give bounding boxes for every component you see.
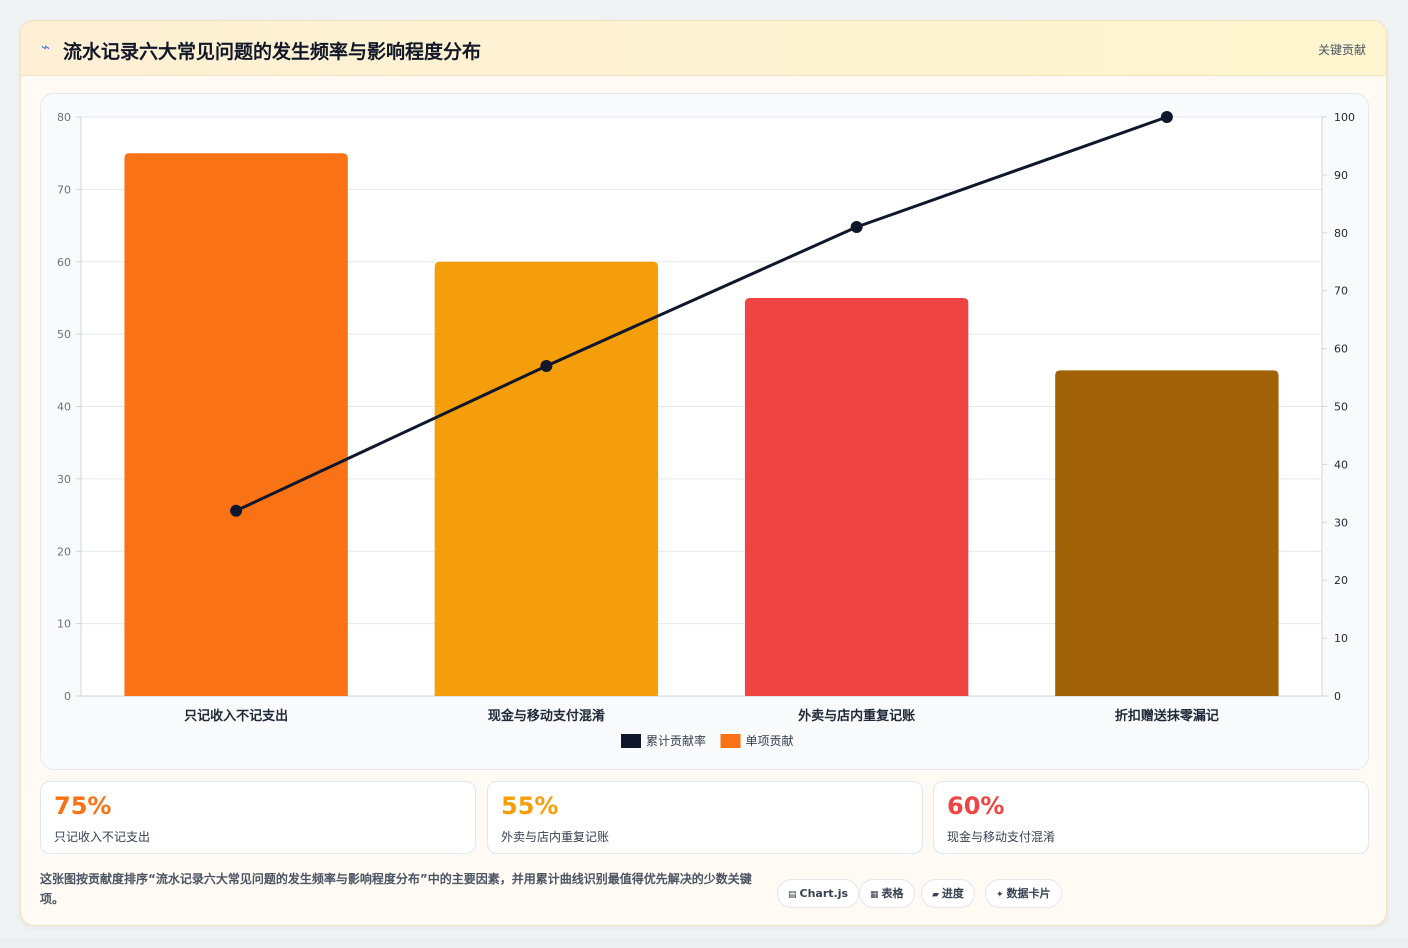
chart-container: 0 10 20 30 40 50 60 70 80 0 10 20 30 40 50 60 70 80 90 100 只…: [40, 93, 1369, 770]
stat-label: 外卖与店内重复记账: [501, 830, 610, 844]
cumulative-point: [540, 359, 553, 372]
right-tick-label: 90: [1334, 169, 1348, 182]
sparkle-icon: ✦: [996, 890, 1004, 900]
legend-swatch: [621, 734, 641, 748]
left-tick-label: 60: [57, 256, 71, 269]
card-header: ⌁ 流水记录六大常见问题的发生频率与影响程度分布 关键贡献: [21, 21, 1386, 76]
left-tick-label: 20: [57, 545, 71, 558]
left-tick-label: 10: [57, 618, 71, 631]
stat-value: 60%: [947, 792, 1005, 820]
cumulative-point: [850, 221, 863, 234]
chip-label: 进度: [941, 887, 964, 900]
header-badge: 关键贡献: [1317, 43, 1366, 57]
chip-chartjs[interactable]: ▤ Chart.js: [777, 879, 860, 908]
chart-icon: ▤: [788, 890, 797, 900]
right-tick-label: 50: [1334, 401, 1348, 414]
stat-label: 只记收入不记支出: [54, 830, 151, 844]
table-icon: ▦: [870, 890, 879, 900]
bar: [124, 153, 348, 696]
right-tick-label: 60: [1334, 343, 1348, 356]
legend-label: 累计贡献率: [646, 733, 706, 748]
bar: [744, 297, 969, 696]
chip-data-card[interactable]: ✦ 数据卡片: [985, 879, 1062, 908]
legend-swatch: [720, 734, 741, 748]
bar: [434, 261, 659, 696]
left-tick-label: 50: [57, 328, 71, 341]
cumulative-line: [235, 115, 1168, 513]
stat-label: 现金与移动支付混淆: [947, 830, 1056, 844]
chart-card: ⌁ 流水记录六大常见问题的发生频率与影响程度分布 关键贡献 0 10 20 30 40 5…: [20, 20, 1387, 926]
category-label: 折扣赠送抹零漏记: [1115, 708, 1219, 724]
right-tick-label: 100: [1334, 111, 1355, 124]
left-tick-label: 0: [64, 690, 71, 703]
right-tick-label: 0: [1334, 690, 1341, 703]
cumulative-point: [230, 504, 243, 517]
stat-card-3: 60% 现金与移动支付混淆: [933, 781, 1369, 854]
left-tick-label: 70: [57, 183, 71, 196]
category-label: 只记收入不记支出: [184, 708, 288, 724]
legend-label: 单项贡献: [746, 733, 794, 748]
chip-label: 表格: [881, 887, 904, 900]
chart-description: 这张图按贡献度排序“流水记录六大常见问题的发生频率与影响程度分布”中的主要因素，…: [40, 872, 752, 906]
pulse-icon: ⌁: [41, 38, 51, 56]
right-tick-label: 70: [1334, 285, 1348, 298]
stat-card-2: 55% 外卖与店内重复记账: [487, 781, 923, 854]
right-tick-label: 40: [1334, 458, 1348, 471]
right-tick-label: 80: [1334, 227, 1348, 240]
right-tick-label: 10: [1334, 632, 1348, 645]
stat-value: 75%: [54, 792, 112, 820]
page-title: 流水记录六大常见问题的发生频率与影响程度分布: [63, 41, 482, 63]
left-tick-label: 80: [57, 111, 71, 124]
chip-label: 数据卡片: [1006, 887, 1051, 900]
category-label: 现金与移动支付混淆: [488, 708, 605, 724]
cumulative-point: [1160, 111, 1173, 123]
left-tick-label: 40: [57, 401, 71, 414]
bar: [1055, 370, 1279, 696]
bottom-strip: [0, 938, 1408, 948]
right-tick-label: 30: [1334, 516, 1348, 529]
stat-value: 55%: [501, 792, 559, 820]
chip-label: Chart.js: [799, 887, 849, 900]
stat-card-1: 75% 只记收入不记支出: [40, 781, 476, 854]
pareto-chart: 0 10 20 30 40 50 60 70 80 0 10 20 30 40 50 60 70 80 90 100 只…: [57, 111, 1355, 748]
category-label: 外卖与店内重复记账: [797, 708, 915, 724]
progress-icon: ▰: [932, 890, 939, 900]
chip-progress[interactable]: ▰ 进度: [921, 879, 975, 908]
right-tick-label: 20: [1334, 574, 1348, 587]
chip-table[interactable]: ▦ 表格: [859, 879, 915, 908]
left-tick-label: 30: [57, 473, 71, 486]
